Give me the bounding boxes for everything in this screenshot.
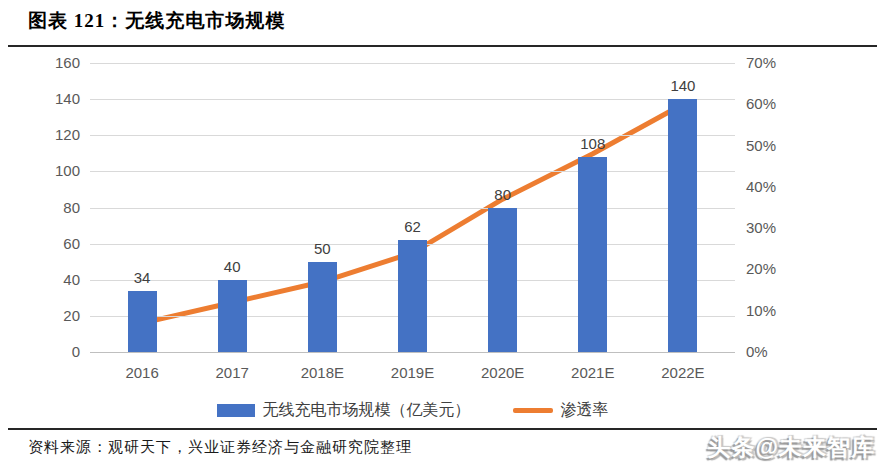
y-axis-left-tick-label: 140 [20,89,80,109]
data-source-note: 资料来源：观研天下，兴业证券经济与金融研究院整理 [28,438,412,457]
bar-value-label: 108 [563,135,623,152]
report-chart-page: 图表 121：无线充电市场规模 0204060801001201401600%1… [0,0,885,469]
x-axis-tick-label: 2017 [190,364,274,381]
y-axis-left-tick-label: 40 [20,270,80,290]
y-axis-right-tick-label: 70% [746,53,806,73]
bar-2016 [128,291,157,352]
bar-2019E [398,240,427,352]
x-axis-line [90,352,735,353]
legend-item-penetration: 渗透率 [513,400,609,421]
x-axis-tick-label: 2016 [100,364,184,381]
y-axis-left-tick-label: 80 [20,198,80,218]
title-divider-line [8,45,877,47]
y-axis-left-tick-label: 160 [20,53,80,73]
bar-value-label: 140 [653,77,713,94]
bar-value-label: 40 [202,258,262,275]
y-axis-left-tick-label: 20 [20,306,80,326]
y-axis-left-tick-label: 60 [20,234,80,254]
bar-2022E [668,99,697,352]
gridline [90,63,735,64]
bar-2021E [578,157,607,352]
chart-legend: 无线充电市场规模（亿美元） 渗透率 [97,400,728,421]
y-axis-right-tick-label: 10% [746,301,806,321]
bar-value-label: 62 [383,218,443,235]
y-axis-right-tick-label: 0% [746,342,806,362]
line-series-swatch [513,408,553,413]
y-axis-left-tick-label: 100 [20,161,80,181]
x-axis-tick-label: 2019E [371,364,455,381]
bar-2020E [488,208,517,353]
bar-2017 [218,280,247,352]
y-axis-left-tick-label: 120 [20,125,80,145]
x-axis-tick-label: 2022E [641,364,725,381]
legend-item-market-size: 无线充电市场规模（亿美元） [217,400,471,421]
footer-divider-line [8,428,877,430]
legend-label-market-size: 无线充电市场规模（亿美元） [263,400,471,421]
bar-series-swatch [217,404,255,417]
x-axis-tick-label: 2020E [461,364,545,381]
x-axis-tick-label: 2018E [280,364,364,381]
bar-2018E [308,262,337,352]
y-axis-right-tick-label: 30% [746,218,806,238]
chart-title: 图表 121：无线充电市场规模 [28,8,285,34]
gridline [90,208,735,209]
bar-value-label: 50 [292,240,352,257]
bar-value-label: 80 [473,186,533,203]
toutiao-watermark: 头条@未来智库 [708,432,875,463]
y-axis-right-tick-label: 40% [746,177,806,197]
legend-label-penetration: 渗透率 [561,400,609,421]
gridline [90,99,735,100]
gridline [90,171,735,172]
x-axis-tick-label: 2021E [551,364,635,381]
bar-value-label: 34 [112,269,172,286]
y-axis-right-tick-label: 60% [746,94,806,114]
y-axis-left-tick-label: 0 [20,342,80,362]
y-axis-right-tick-label: 50% [746,136,806,156]
gridline [90,135,735,136]
y-axis-right-tick-label: 20% [746,259,806,279]
plot-area: 0204060801001201401600%10%20%30%40%50%60… [97,63,728,352]
